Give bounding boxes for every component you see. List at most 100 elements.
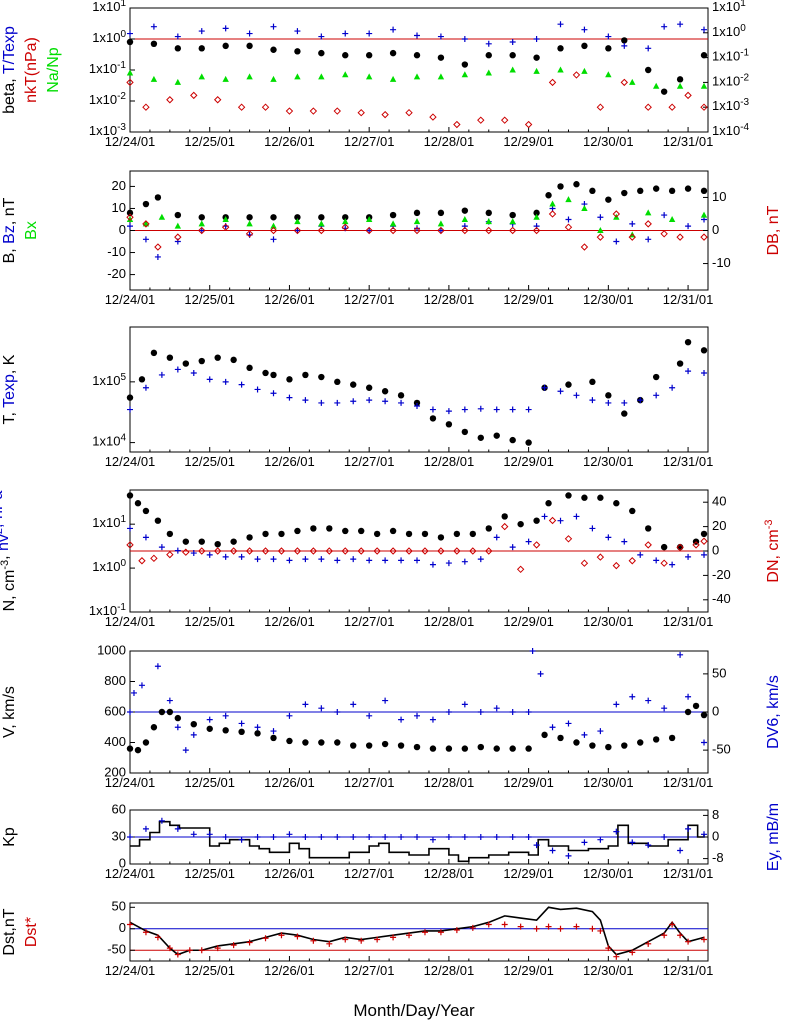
data-point bbox=[294, 73, 301, 80]
data-point bbox=[421, 929, 428, 936]
data-point bbox=[166, 530, 174, 538]
y2-tick-label: 0 bbox=[712, 828, 719, 843]
y-tick-label: 1x100 bbox=[92, 29, 126, 46]
data-point bbox=[414, 557, 421, 564]
data-point bbox=[334, 378, 341, 386]
data-point bbox=[174, 825, 181, 832]
data-point bbox=[700, 537, 708, 545]
data-point bbox=[668, 103, 676, 111]
data-point bbox=[166, 945, 173, 952]
data-point bbox=[461, 834, 468, 840]
data-point bbox=[277, 547, 286, 555]
panel-B: -20 -10 0 10 20 -10 0 10 12/24/01 12/25/01 12/26/0… bbox=[1, 170, 782, 307]
x-tick-label: 12/26/01 bbox=[264, 454, 315, 469]
panel-N: 1x10-1 1x100 1x101 -40 -20 0 20 40 12/24/01 12/25… bbox=[0, 489, 782, 629]
x-tick-label: 12/24/01 bbox=[105, 454, 156, 469]
data-point bbox=[318, 73, 325, 80]
x-tick-label: 12/26/01 bbox=[264, 134, 315, 149]
panel-beta: 1x10-3 1x10-2 1x10-1 1x100 1x101 1x10-4 1x10-3… bbox=[1, 0, 750, 149]
data-point bbox=[652, 373, 660, 381]
data-point bbox=[461, 558, 468, 565]
x-tick-label: 12/30/01 bbox=[583, 134, 634, 149]
data-point bbox=[445, 408, 452, 415]
data-point bbox=[621, 189, 628, 197]
data-point bbox=[350, 398, 357, 405]
data-point bbox=[501, 921, 508, 928]
y2-tick-label: -10 bbox=[712, 255, 731, 270]
data-point bbox=[676, 76, 684, 83]
data-point bbox=[533, 517, 540, 524]
data-point bbox=[493, 745, 500, 752]
data-point bbox=[365, 742, 373, 749]
x-tick-label: 12/31/01 bbox=[663, 963, 714, 978]
data-point bbox=[294, 227, 301, 234]
y-axis-title: T, Texp, K bbox=[1, 354, 18, 424]
data-point bbox=[222, 553, 229, 560]
data-point bbox=[366, 227, 373, 234]
data-point bbox=[548, 210, 557, 218]
data-point bbox=[127, 921, 133, 928]
data-point bbox=[318, 739, 325, 746]
data-point bbox=[166, 96, 174, 104]
data-point bbox=[222, 834, 229, 840]
x-tick-label: 12/28/01 bbox=[424, 134, 475, 149]
data-point bbox=[325, 547, 334, 555]
y-tick-label: 1x100 bbox=[92, 558, 126, 575]
data-point bbox=[509, 218, 516, 225]
data-point bbox=[580, 243, 589, 251]
x-tick-label: 12/25/01 bbox=[184, 963, 235, 978]
y-tick-label: 1x101 bbox=[92, 514, 126, 531]
data-point bbox=[198, 947, 205, 954]
y2-tick-label: 8 bbox=[712, 807, 719, 822]
data-point bbox=[685, 553, 692, 560]
data-point bbox=[469, 924, 476, 931]
data-point bbox=[294, 48, 301, 55]
data-point bbox=[509, 709, 516, 715]
data-point bbox=[573, 739, 580, 746]
data-point bbox=[406, 932, 413, 939]
data-point bbox=[596, 553, 605, 561]
data-point bbox=[453, 120, 461, 129]
data-point bbox=[684, 185, 692, 192]
data-point bbox=[174, 222, 182, 229]
data-point bbox=[597, 836, 604, 843]
data-point bbox=[533, 925, 540, 932]
data-point bbox=[382, 697, 389, 704]
data-point bbox=[174, 233, 182, 241]
data-point bbox=[557, 925, 564, 932]
data-point bbox=[669, 384, 676, 391]
data-point bbox=[700, 52, 708, 59]
data-point bbox=[557, 388, 564, 395]
series-Dst-1 bbox=[127, 921, 708, 960]
data-point bbox=[605, 196, 612, 203]
data-point bbox=[286, 737, 293, 745]
data-point bbox=[174, 714, 182, 722]
panel-T: 1x104 1x105 12/24/01 12/25/01 12/26/01 12/27/… bbox=[1, 326, 713, 469]
data-point bbox=[437, 929, 444, 936]
data-point bbox=[270, 75, 277, 82]
x-tick-label: 12/29/01 bbox=[503, 614, 554, 629]
x-tick-label: 12/28/01 bbox=[424, 454, 475, 469]
data-point bbox=[533, 67, 540, 74]
data-point bbox=[142, 103, 150, 111]
data-point bbox=[445, 421, 453, 428]
data-point bbox=[206, 716, 213, 723]
data-point bbox=[270, 222, 277, 229]
data-point bbox=[126, 209, 134, 217]
data-point bbox=[389, 49, 397, 57]
data-point bbox=[613, 701, 620, 708]
data-point bbox=[246, 42, 253, 50]
data-point bbox=[318, 49, 325, 57]
data-point bbox=[500, 116, 509, 124]
data-point bbox=[142, 220, 150, 228]
data-point bbox=[677, 932, 684, 939]
x-tick-label: 12/25/01 bbox=[184, 614, 235, 629]
data-point bbox=[214, 540, 221, 548]
panel-Kp: 0 30 60 -8 0 8 12/24/01 12/25/01 12/26/01 12/27/0… bbox=[1, 801, 782, 881]
data-point bbox=[382, 557, 389, 564]
x-tick-label: 12/25/01 bbox=[184, 134, 235, 149]
data-point bbox=[405, 547, 413, 555]
data-point bbox=[270, 728, 277, 735]
x-tick-label: 12/24/01 bbox=[105, 963, 156, 978]
data-point bbox=[508, 226, 517, 235]
